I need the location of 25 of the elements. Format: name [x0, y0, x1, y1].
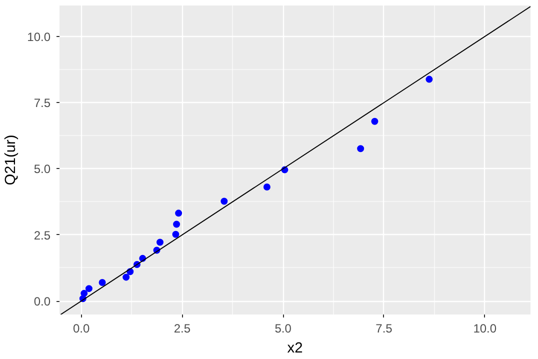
point [122, 274, 130, 281]
y-tick-label: 10.0 [27, 30, 51, 44]
x-tick-label: 0.0 [72, 322, 90, 336]
x-tick-label: 7.5 [376, 322, 393, 336]
point [85, 285, 92, 292]
point [156, 238, 164, 246]
point [80, 290, 88, 297]
point [220, 198, 228, 205]
y-tick-label: 5.0 [34, 162, 51, 176]
y-tick-label: 2.5 [34, 228, 51, 242]
y-tick-label: 7.5 [34, 96, 51, 110]
point [357, 145, 364, 152]
point [173, 220, 180, 228]
x-tick-label: 5.0 [274, 322, 292, 336]
point [426, 76, 433, 83]
y-tick-label: 0.0 [34, 294, 51, 309]
point [172, 230, 180, 238]
point [263, 183, 270, 190]
point [371, 118, 378, 125]
x-tick-label: 10.0 [473, 322, 497, 336]
y-axis-title: Q21(ur) [3, 134, 20, 186]
point [175, 210, 182, 217]
point [98, 278, 106, 286]
x-axis-title: x2 [287, 340, 303, 356]
x-tick-label: 2.5 [174, 322, 191, 336]
